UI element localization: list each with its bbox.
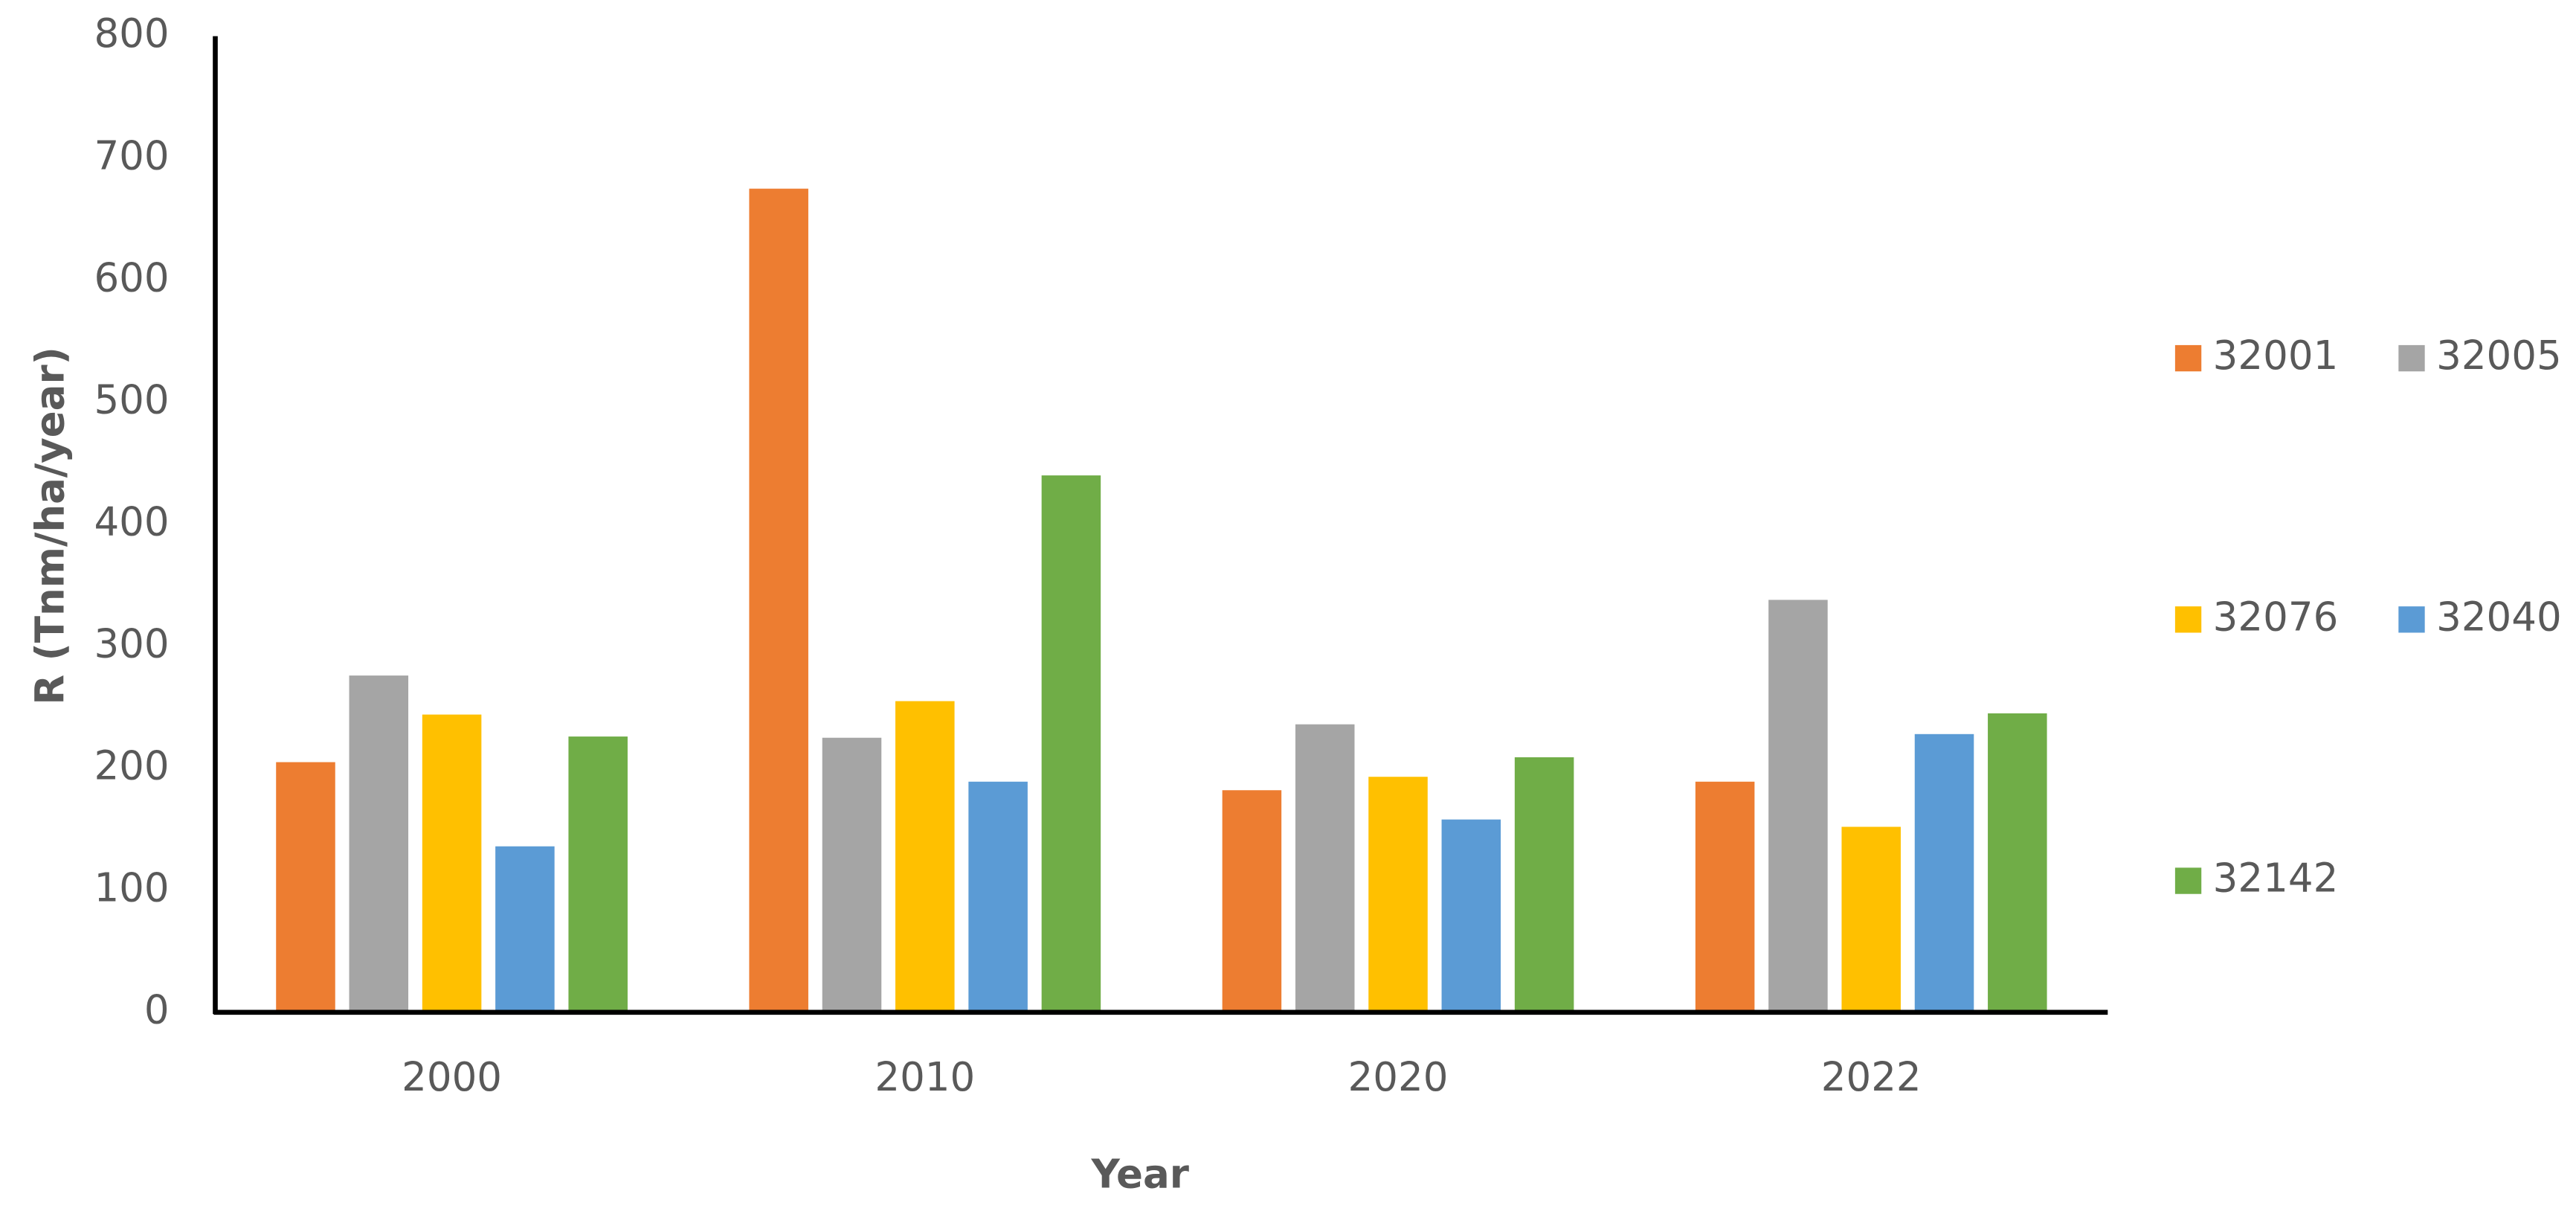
- x-tick-label: 2000: [402, 1054, 502, 1100]
- x-tick-label: 2020: [1348, 1054, 1449, 1100]
- bar: [1695, 781, 1755, 1012]
- y-tick-label: 600: [94, 254, 169, 301]
- y-tick-label: 200: [94, 742, 169, 789]
- legend-label: 32001: [2213, 333, 2339, 379]
- legend-swatch: [2174, 867, 2202, 894]
- y-tick-label: 100: [94, 864, 169, 911]
- y-tick-label: 700: [94, 132, 169, 179]
- bar: [422, 714, 482, 1012]
- bar: [349, 675, 409, 1012]
- bar: [276, 762, 335, 1012]
- legend-label: 32142: [2213, 855, 2339, 902]
- bar: [1768, 600, 1828, 1012]
- y-tick-label: 300: [94, 620, 169, 667]
- legend-swatch: [2174, 606, 2202, 633]
- x-tick-label: 2010: [875, 1054, 975, 1100]
- bar: [1514, 757, 1574, 1012]
- bar: [1295, 724, 1355, 1012]
- legend-label: 32076: [2213, 594, 2339, 640]
- y-tick-label: 500: [94, 376, 169, 423]
- bar: [1988, 713, 2047, 1012]
- legend-swatch: [2174, 344, 2202, 372]
- y-tick-label: 400: [94, 498, 169, 545]
- x-axis-title: Year: [1090, 1151, 1188, 1197]
- bar: [822, 737, 882, 1012]
- bar: [895, 701, 955, 1012]
- legend-label: 32040: [2436, 594, 2562, 640]
- bar: [1222, 790, 1282, 1012]
- bar: [1914, 733, 1974, 1012]
- bar: [568, 736, 628, 1012]
- bar: [1368, 777, 1428, 1012]
- bar: [1041, 475, 1101, 1012]
- x-tick-label: 2022: [1821, 1054, 1922, 1100]
- bar: [749, 188, 808, 1012]
- y-tick-label: 800: [94, 10, 169, 57]
- bar: [495, 846, 555, 1012]
- bar: [1441, 819, 1501, 1012]
- bar: [1841, 826, 1901, 1012]
- y-tick-label: 0: [144, 986, 170, 1033]
- legend-swatch: [2398, 606, 2425, 633]
- legend-swatch: [2398, 344, 2425, 372]
- bar: [968, 781, 1028, 1012]
- legend-label: 32005: [2436, 333, 2562, 379]
- y-axis-title: R (Tnm/ha/year): [27, 347, 73, 704]
